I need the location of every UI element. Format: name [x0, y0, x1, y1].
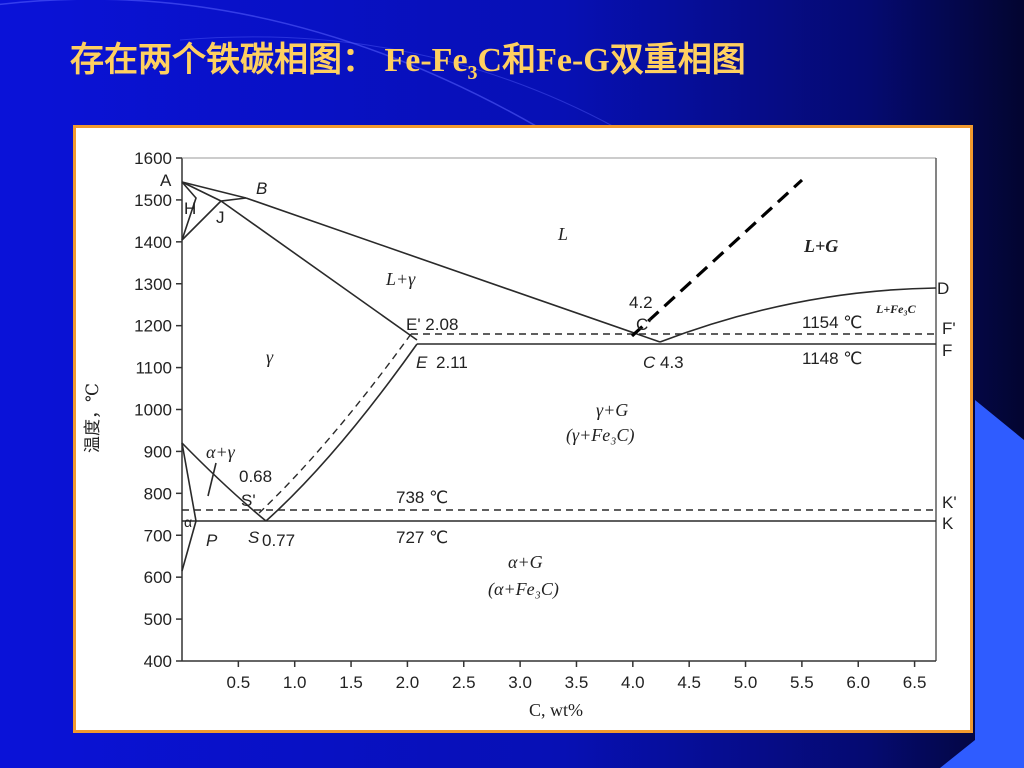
- liquidus-AB: [181, 181, 247, 199]
- x-tick-label: 1.5: [339, 673, 363, 692]
- slide-title: 存在两个铁碳相图： Fe-Fe3C和Fe-G双重相图: [70, 44, 746, 83]
- x-tick-label: 6.0: [846, 673, 870, 692]
- temp-1154: 1154 ℃: [802, 313, 862, 332]
- temperature-labels: 1154 ℃ 1148 ℃ 738 ℃ 727 ℃: [396, 313, 862, 547]
- dashed-phase-lines: [182, 333, 936, 515]
- region-gamma: γ: [266, 347, 274, 367]
- y-tick-label: 600: [144, 568, 172, 587]
- x-tick-label: 2.5: [452, 673, 476, 692]
- region-gamma-G: γ+G: [596, 400, 628, 420]
- x-tick-label: 6.5: [903, 673, 927, 692]
- y-tick-label: 800: [144, 484, 172, 503]
- a3-line-GS: [181, 442, 267, 522]
- label-P: P: [206, 531, 218, 550]
- label-F: F: [942, 341, 952, 360]
- region-gamma-Fe3C: (γ+Fe₃C): [566, 425, 634, 446]
- region-labels: L L+γ γ α+γ γ+G (γ+Fe₃C) α+G (α+Fe₃C) L+…: [206, 224, 917, 600]
- fe-c-phase-diagram: 1600 1500 1400 1300 1200 1100 1000 900 800 700 600…: [83, 149, 957, 720]
- solid-phase-lines: [181, 181, 937, 572]
- liquidus-BC: [245, 197, 661, 343]
- region-alpha-G: α+G: [508, 552, 543, 572]
- acm-line-ES: [265, 343, 418, 522]
- label-A: A: [160, 171, 172, 190]
- y-tick-label: 400: [144, 652, 172, 671]
- region-L-gamma: L+γ: [385, 269, 416, 289]
- region-L-Fe3C: L+Fe₃C: [875, 302, 917, 316]
- label-E-value: 2.11: [436, 353, 468, 372]
- y-tick-label: 1000: [134, 401, 172, 420]
- title-subscript: 3: [467, 61, 478, 84]
- label-K-prime: K': [942, 493, 957, 512]
- solidus-JE: [220, 200, 418, 341]
- y-tick-label: 500: [144, 610, 172, 629]
- label-C-prime: C': [636, 315, 652, 334]
- point-labels: A B H J D E' 2.08 E 2.11 4.2 C' C 4.3 0.…: [160, 171, 957, 550]
- y-tick-label: 1100: [135, 359, 172, 378]
- temp-1148: 1148 ℃: [802, 349, 862, 368]
- y-tick-label: 1300: [134, 275, 172, 294]
- label-S-prime: S': [241, 491, 256, 510]
- y-tick-label: 700: [144, 526, 172, 545]
- region-L: L: [557, 224, 568, 244]
- x-tick-label: 1.0: [283, 673, 307, 692]
- region-alpha-Fe3C: (α+Fe₃C): [488, 579, 559, 600]
- y-axis-label: 温度，℃: [83, 383, 102, 453]
- alpha-solvus-PQ: [181, 520, 197, 572]
- y-tick-label: 1500: [134, 191, 172, 210]
- x-tick-label: 2.0: [396, 673, 420, 692]
- temp-738: 738 ℃: [396, 488, 448, 507]
- y-tick-label: 1600: [134, 149, 172, 168]
- liquidus-CD: [659, 287, 937, 343]
- x-tick-label: 5.0: [734, 673, 758, 692]
- title-suffix: C和Fe-G双重相图: [477, 42, 746, 79]
- label-H: H: [184, 199, 196, 218]
- x-tick-label: 5.5: [790, 673, 814, 692]
- label-C-value: 4.3: [660, 353, 684, 372]
- y-tick-label: 900: [144, 442, 172, 461]
- label-alpha: α: [184, 514, 192, 530]
- label-S: S: [248, 528, 260, 547]
- x-axis-label: C, wt%: [529, 700, 583, 720]
- x-tick-label: 3.0: [508, 673, 532, 692]
- label-J: J: [216, 208, 225, 227]
- x-ticks: 0.5 1.0 1.5 2.0 2.5 3.0 3.5 4.0 4.5 5.0 5.5 6.0 6.5: [227, 661, 927, 692]
- title-fe: Fe-Fe: [384, 42, 468, 79]
- diagram-frame: 1600 1500 1400 1300 1200 1100 1000 900 800 700 600…: [73, 125, 973, 733]
- region-alpha-gamma: α+γ: [206, 442, 236, 462]
- label-K: K: [942, 514, 954, 533]
- x-tick-label: 4.0: [621, 673, 645, 692]
- label-C-prime-value: 4.2: [629, 293, 653, 312]
- x-tick-label: 3.5: [565, 673, 589, 692]
- alpha-gamma-tick: [207, 462, 217, 497]
- region-L-G: L+G: [803, 236, 838, 256]
- label-D: D: [937, 279, 949, 298]
- delta-gamma-HN: [181, 200, 222, 241]
- x-tick-label: 0.5: [227, 673, 251, 692]
- label-F-prime: F': [942, 319, 956, 338]
- alpha-boundary-GP: [181, 442, 197, 522]
- label-C: C: [643, 353, 656, 372]
- y-tick-label: 1200: [134, 317, 172, 336]
- label-E-prime: E' 2.08: [406, 315, 458, 334]
- delta-boundary-AH: [181, 181, 197, 241]
- temp-727: 727 ℃: [396, 528, 448, 547]
- label-B: B: [256, 179, 267, 198]
- liquidus-graphite-dashed: [630, 178, 804, 338]
- label-S-value: 0.77: [262, 531, 295, 550]
- y-ticks: 1600 1500 1400 1300 1200 1100 1000 900 800 700 600…: [134, 149, 182, 671]
- label-S-prime-value: 0.68: [239, 467, 272, 486]
- y-tick-label: 1400: [134, 233, 172, 252]
- title-prefix: 存在两个铁碳相图：: [70, 42, 376, 79]
- acm-line-graphite: [257, 333, 412, 515]
- x-tick-label: 4.5: [677, 673, 701, 692]
- label-E: E: [416, 353, 428, 372]
